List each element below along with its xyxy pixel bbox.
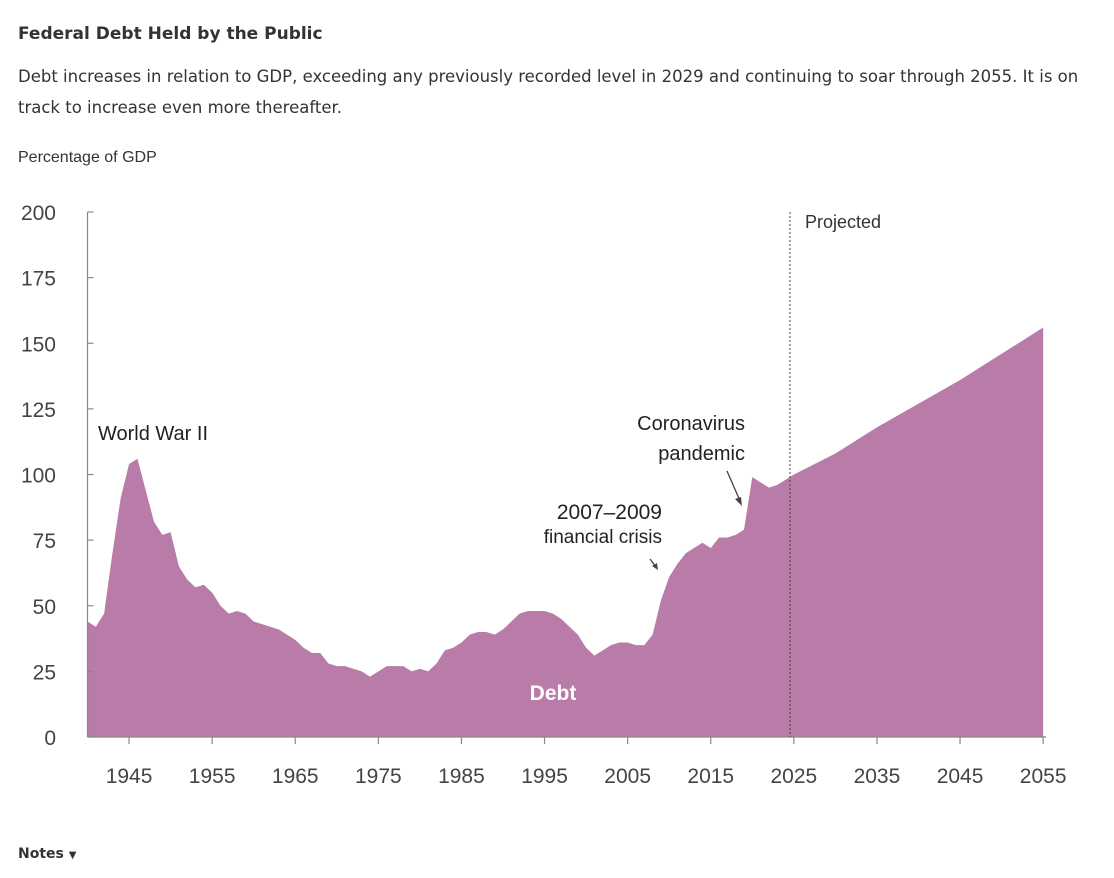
x-tick-label-2045: 2045 — [937, 765, 984, 788]
caret-down-icon: ▼ — [68, 850, 77, 861]
y-axis-label: Percentage of GDP — [18, 149, 157, 166]
projected-label: Projected — [805, 212, 881, 232]
y-tick-label-125: 125 — [21, 399, 56, 422]
annotation-crisis-years: 2007–2009 — [557, 501, 662, 524]
y-tick-label-200: 200 — [21, 202, 56, 225]
crisis-arrowhead-icon — [652, 563, 658, 570]
y-tick-label-0: 0 — [44, 727, 56, 750]
y-tick-label-50: 50 — [33, 596, 56, 619]
annotation-world-war-ii: World War II — [98, 423, 208, 445]
covid-arrow — [726, 470, 742, 504]
series-area-debt — [87, 327, 1044, 737]
annotation-coronavirus: Coronavirus — [637, 413, 745, 435]
x-tick-label-2055: 2055 — [1020, 765, 1067, 788]
y-tick-label-75: 75 — [33, 530, 56, 553]
series-label-debt: Debt — [530, 682, 577, 705]
x-tick-label-1945: 1945 — [106, 765, 153, 788]
x-tick-label-1975: 1975 — [355, 765, 402, 788]
chart-subtitle: Debt increases in relation to GDP, excee… — [18, 67, 1079, 117]
x-tick-label-1995: 1995 — [521, 765, 568, 788]
notes-label: Notes — [18, 846, 64, 862]
y-tick-label-150: 150 — [21, 333, 56, 356]
x-tick-label-1985: 1985 — [438, 765, 485, 788]
x-tick-label-2035: 2035 — [854, 765, 901, 788]
notes-toggle[interactable]: Notes ▼ — [18, 846, 76, 862]
x-tick-label-2015: 2015 — [687, 765, 734, 788]
y-tick-label-175: 175 — [21, 268, 56, 291]
x-tick-label-2005: 2005 — [604, 765, 651, 788]
y-tick-label-100: 100 — [21, 465, 56, 488]
x-tick-label-1955: 1955 — [189, 765, 236, 788]
x-tick-label-1965: 1965 — [272, 765, 319, 788]
x-tick-label-2025: 2025 — [770, 765, 817, 788]
chart-title: Federal Debt Held by the Public — [18, 24, 323, 44]
annotation-financial-crisis: financial crisis — [544, 527, 662, 548]
covid-arrowhead-icon — [735, 497, 742, 506]
y-tick-label-25: 25 — [33, 661, 56, 684]
annotation-pandemic: pandemic — [658, 443, 745, 465]
